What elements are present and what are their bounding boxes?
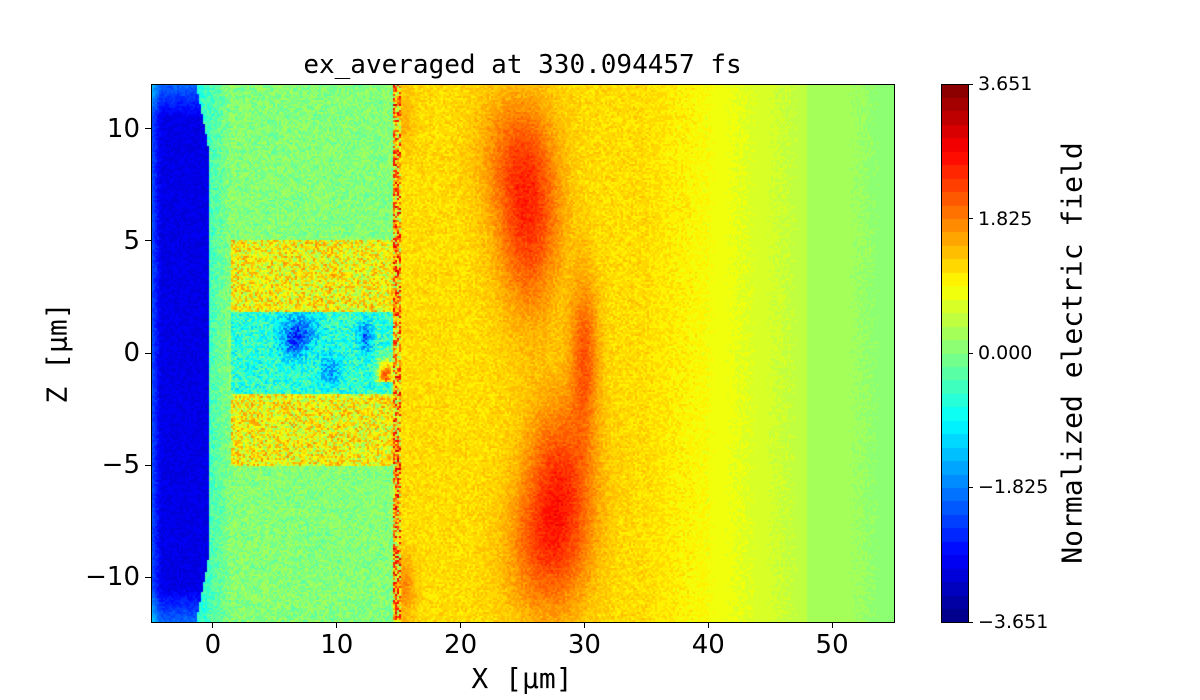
x-tick-mark [831,622,833,628]
colorbar-tick-mark [968,218,973,220]
plot-frame [151,84,895,623]
x-tick-label: 20 [444,630,478,660]
colorbar-tick-mark [968,621,973,623]
colorbar-tick-mark [968,83,973,85]
colorbar-tick-label: 0.000 [978,342,1033,364]
colorbar-frame [941,84,969,623]
x-tick-label: 0 [204,630,222,660]
colorbar-tick-mark [968,486,973,488]
x-tick-mark [583,622,585,628]
x-tick-mark [336,622,338,628]
heatmap-plot-area [151,84,894,622]
y-axis-label: Z [μm] [40,302,74,404]
colorbar-tick-label: 3.651 [978,73,1033,95]
x-axis-label: X [μm] [471,662,573,695]
colorbar-tick-label: −1.825 [978,476,1049,499]
colorbar-tick-label: 1.825 [978,207,1033,230]
colorbar-label: Normalized electric field [1055,142,1089,564]
x-tick-mark [707,622,709,628]
x-tick-label: 30 [567,630,601,660]
y-tick-mark [145,240,151,242]
x-tick-label: 40 [691,630,725,660]
y-tick-label: −10 [85,562,140,593]
y-tick-mark [145,128,151,130]
y-tick-label: −5 [101,450,140,481]
x-tick-mark [212,622,214,628]
y-tick-mark [145,352,151,354]
x-tick-label: 10 [320,630,354,660]
y-tick-label: 5 [123,225,140,256]
y-tick-mark [145,464,151,466]
colorbar [941,84,968,622]
chart-title: ex_averaged at 330.094457 fs [303,50,742,80]
x-tick-label: 50 [815,630,849,660]
x-tick-mark [460,622,462,628]
y-tick-label: 0 [123,338,140,368]
colorbar-tick-label: −3.651 [978,611,1049,633]
y-tick-mark [145,576,151,578]
colorbar-tick-mark [968,352,973,354]
y-tick-label: 10 [106,113,140,144]
